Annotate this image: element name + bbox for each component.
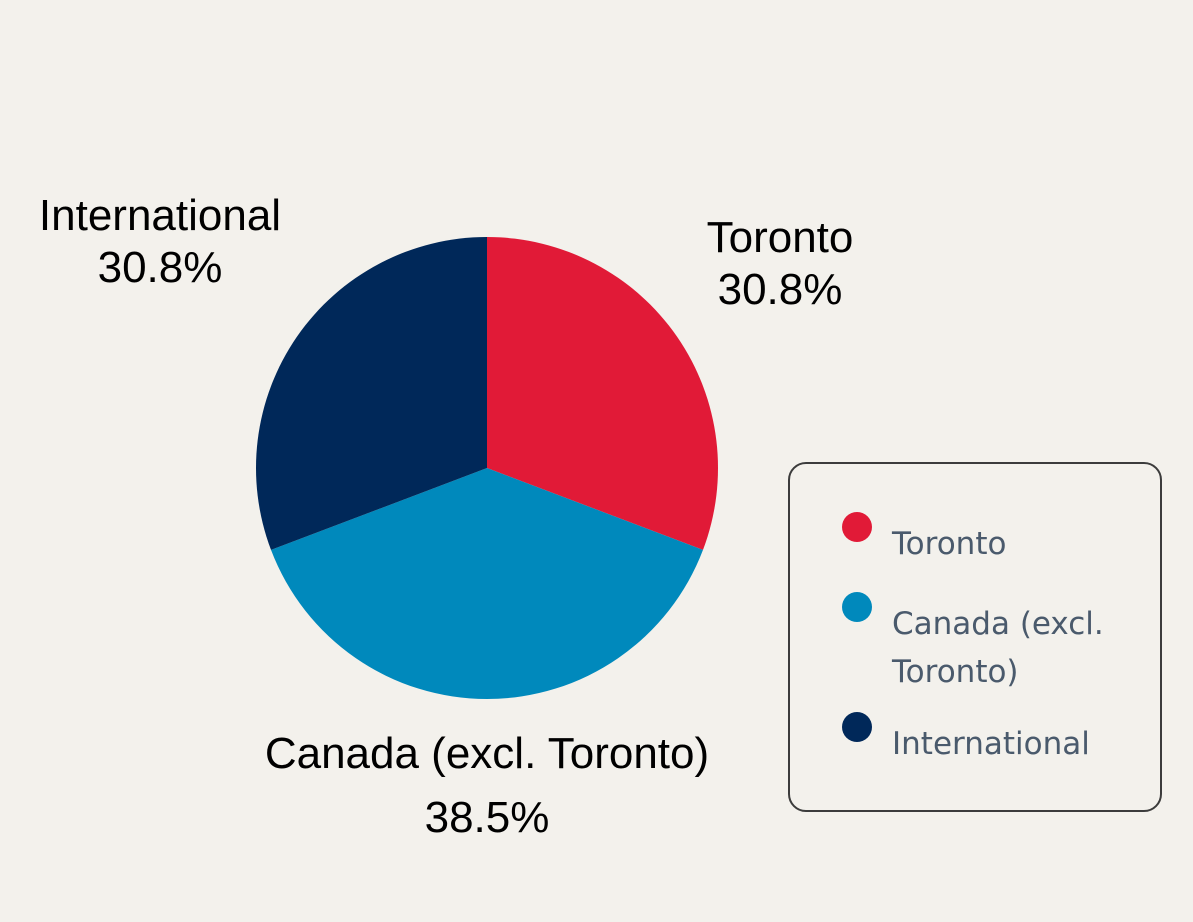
legend-label-toronto: Toronto xyxy=(892,526,1007,562)
label-canada: Canada (excl. Toronto) 38.5% xyxy=(207,722,767,850)
legend-swatch-toronto xyxy=(842,512,872,542)
legend-label-canada: Canada (excl. Toronto) xyxy=(892,606,1104,690)
legend-swatch-canada xyxy=(842,592,872,622)
slice-canada xyxy=(271,468,703,699)
label-international-name: International xyxy=(38,191,282,240)
legend-label-international: International xyxy=(892,726,1090,762)
legend: Toronto Canada (excl. Toronto) Internati… xyxy=(788,462,1162,812)
label-international-value: 30.8% xyxy=(97,243,223,292)
legend-swatch-international xyxy=(842,712,872,742)
label-international: International 30.8% xyxy=(10,190,310,294)
legend-item-toronto: Toronto xyxy=(842,512,1142,568)
slice-international xyxy=(256,237,487,550)
legend-item-international: International xyxy=(842,712,1142,768)
label-toronto-name: Toronto xyxy=(706,213,854,262)
legend-item-canada: Canada (excl. Toronto) xyxy=(842,592,1142,696)
label-canada-value: 38.5% xyxy=(424,793,550,842)
slice-toronto xyxy=(487,237,719,550)
label-canada-name: Canada (excl. Toronto) xyxy=(264,729,710,778)
label-toronto: Toronto 30.8% xyxy=(680,212,880,316)
label-toronto-value: 30.8% xyxy=(717,265,843,314)
